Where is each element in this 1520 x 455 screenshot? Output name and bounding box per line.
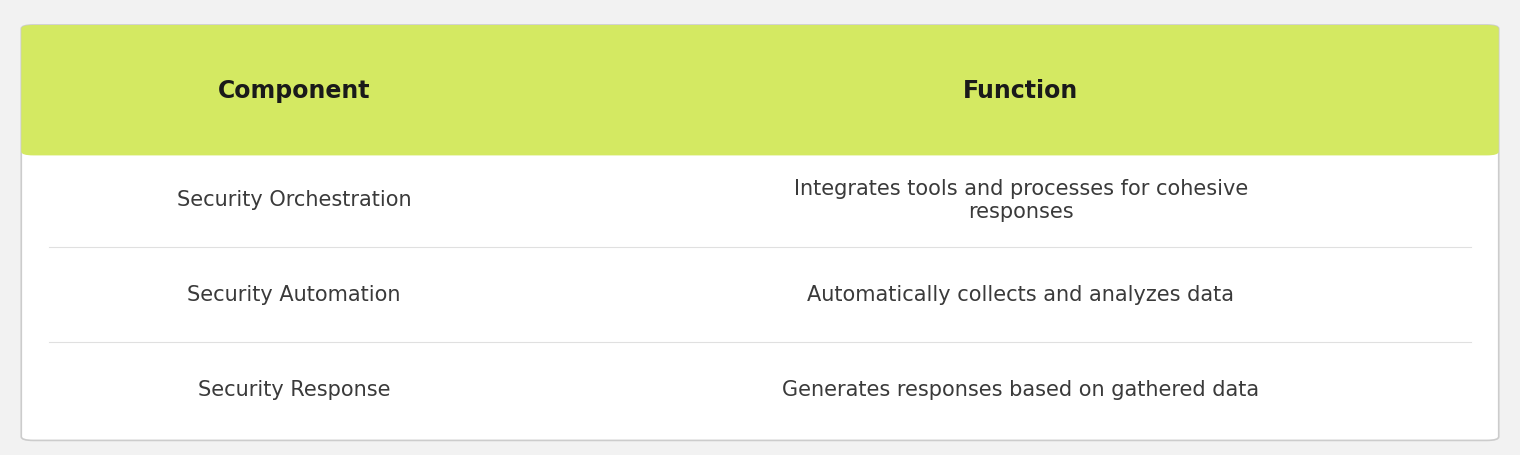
Text: Automatically collects and analyzes data: Automatically collects and analyzes data — [807, 285, 1234, 304]
Text: Security Response: Security Response — [198, 379, 391, 399]
Text: Security Automation: Security Automation — [187, 285, 401, 304]
Text: Security Orchestration: Security Orchestration — [176, 190, 412, 210]
FancyBboxPatch shape — [21, 26, 1499, 156]
FancyBboxPatch shape — [21, 26, 1499, 440]
Text: Integrates tools and processes for cohesive
responses: Integrates tools and processes for cohes… — [793, 178, 1248, 222]
Text: Generates responses based on gathered data: Generates responses based on gathered da… — [783, 379, 1259, 399]
Bar — [33, 122, 1487, 152]
Text: Component: Component — [217, 79, 371, 103]
Text: Function: Function — [964, 79, 1078, 103]
